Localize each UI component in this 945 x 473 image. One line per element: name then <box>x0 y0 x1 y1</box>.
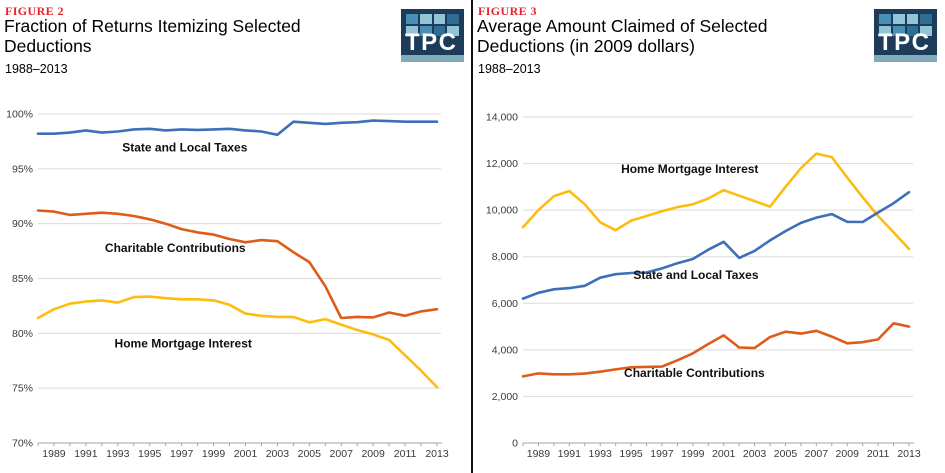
line-state-and-local-taxes <box>521 190 911 300</box>
series-labels: Home Mortgage Interest State and Local Ta… <box>621 162 765 380</box>
y-gridlines <box>523 116 913 397</box>
svg-text:1993: 1993 <box>106 448 130 460</box>
line-home-mortgage-interest <box>521 152 911 251</box>
logo-square <box>419 14 432 24</box>
svg-text:1991: 1991 <box>558 448 582 460</box>
tpc-logo: TPC <box>874 9 937 62</box>
logo-square <box>406 14 418 24</box>
tpc-logo-background: TPC <box>874 9 937 55</box>
svg-text:2013: 2013 <box>897 448 921 460</box>
figure3-chart: 14,00012,00010,0008,0006,0004,0002,00001… <box>486 112 921 461</box>
logo-square <box>920 26 932 36</box>
line-state-and-local-taxes <box>36 119 439 137</box>
svg-text:2007: 2007 <box>805 448 829 460</box>
logo-square <box>447 14 459 24</box>
line-charitable-contributions <box>521 321 911 378</box>
panel-divider <box>471 0 473 473</box>
logo-square <box>920 14 932 24</box>
svg-text:1995: 1995 <box>138 448 162 460</box>
svg-text:2001: 2001 <box>234 448 258 460</box>
logo-square <box>906 14 919 24</box>
tpc-logo-strip <box>874 55 937 62</box>
svg-text:2009: 2009 <box>361 448 385 460</box>
svg-text:1989: 1989 <box>527 448 551 460</box>
y-axis-labels: 100% 95% 90% 85% 80% 75% 70% <box>6 109 33 450</box>
figure3-subtitle: 1988–2013 <box>478 62 541 76</box>
logo-square <box>892 26 905 36</box>
logo-square <box>879 14 891 24</box>
series-label-charitable-contributions: Charitable Contributions <box>105 241 246 255</box>
svg-text:1991: 1991 <box>74 448 98 460</box>
x-axis: 1989 1991 1993 1995 1997 1999 2001 2003 2005 2007… <box>37 442 449 460</box>
svg-text:2005: 2005 <box>298 448 322 460</box>
svg-text:70%: 70% <box>12 438 33 450</box>
svg-text:90%: 90% <box>12 218 33 230</box>
series-label-charitable-contributions: Charitable Contributions <box>624 366 765 380</box>
svg-text:1993: 1993 <box>589 448 613 460</box>
tpc-logo-text: TPC <box>405 29 458 56</box>
svg-text:14,000: 14,000 <box>486 112 518 124</box>
series-label-home-mortgage-interest: Home Mortgage Interest <box>115 337 252 351</box>
series-label-home-mortgage-interest: Home Mortgage Interest <box>621 162 758 176</box>
tpc-logo-strip <box>401 55 464 62</box>
logo-square <box>406 26 418 36</box>
svg-text:1997: 1997 <box>170 448 194 460</box>
svg-text:1995: 1995 <box>619 448 643 460</box>
series-labels: State and Local Taxes Charitable Contribu… <box>105 140 252 350</box>
tpc-logo-grid-icon <box>406 14 459 36</box>
logo-square <box>433 14 446 24</box>
svg-text:2011: 2011 <box>394 448 417 460</box>
line-charitable-contributions <box>36 209 439 320</box>
svg-text:75%: 75% <box>12 383 33 395</box>
figure2-title: Fraction of Returns Itemizing Selected D… <box>4 16 301 57</box>
logo-square <box>419 26 432 36</box>
svg-text:6,000: 6,000 <box>492 298 518 310</box>
tpc-logo-background: TPC <box>401 9 464 55</box>
figure2-panel: FIGURE 2 Fraction of Returns Itemizing S… <box>0 0 472 473</box>
svg-text:1999: 1999 <box>202 448 226 460</box>
tpc-logo-grid-icon <box>879 14 932 36</box>
svg-text:80%: 80% <box>12 328 33 340</box>
svg-text:2013: 2013 <box>425 448 449 460</box>
logo-square <box>447 26 459 36</box>
figure2-subtitle: 1988–2013 <box>5 62 68 76</box>
svg-text:2003: 2003 <box>743 448 767 460</box>
svg-text:10,000: 10,000 <box>486 205 518 217</box>
svg-text:2009: 2009 <box>836 448 860 460</box>
svg-text:0: 0 <box>512 438 518 450</box>
svg-text:2,000: 2,000 <box>492 391 518 403</box>
svg-text:2011: 2011 <box>867 448 890 460</box>
logo-square <box>906 26 919 36</box>
logo-square <box>879 26 891 36</box>
svg-text:2007: 2007 <box>330 448 354 460</box>
svg-text:4,000: 4,000 <box>492 344 518 356</box>
line-home-mortgage-interest <box>36 295 439 389</box>
svg-text:1997: 1997 <box>650 448 674 460</box>
tpc-logo: TPC <box>401 9 464 62</box>
y-axis-labels: 14,000 12,000 10,000 8,000 6,000 4,000 2,000 0 <box>486 112 518 450</box>
figure3-label: FIGURE 3 <box>478 4 537 18</box>
tpc-logo-text: TPC <box>878 29 931 56</box>
svg-text:2001: 2001 <box>712 448 736 460</box>
logo-square <box>433 26 446 36</box>
svg-text:100%: 100% <box>6 109 33 121</box>
svg-text:85%: 85% <box>12 273 33 285</box>
figure2-chart: 100%95%90%85%80%75%70%1989 1991 1993 1995 19… <box>6 109 449 461</box>
svg-text:95%: 95% <box>12 163 33 175</box>
svg-text:1989: 1989 <box>42 448 66 460</box>
x-axis: 1989 1991 1993 1995 1997 1999 2001 2003 2005 2007… <box>522 442 921 460</box>
svg-text:8,000: 8,000 <box>492 251 518 263</box>
logo-square <box>892 14 905 24</box>
svg-text:2003: 2003 <box>266 448 290 460</box>
series-label-state-and-local-taxes: State and Local Taxes <box>633 268 758 282</box>
svg-text:12,000: 12,000 <box>486 158 518 170</box>
figure2-label: FIGURE 2 <box>5 4 64 18</box>
svg-text:2005: 2005 <box>774 448 798 460</box>
figure3-title: Average Amount Claimed of Selected Deduc… <box>477 16 768 57</box>
series-label-state-and-local-taxes: State and Local Taxes <box>122 140 247 154</box>
svg-text:1999: 1999 <box>681 448 705 460</box>
figure3-panel: FIGURE 3 Average Amount Claimed of Selec… <box>473 0 945 473</box>
